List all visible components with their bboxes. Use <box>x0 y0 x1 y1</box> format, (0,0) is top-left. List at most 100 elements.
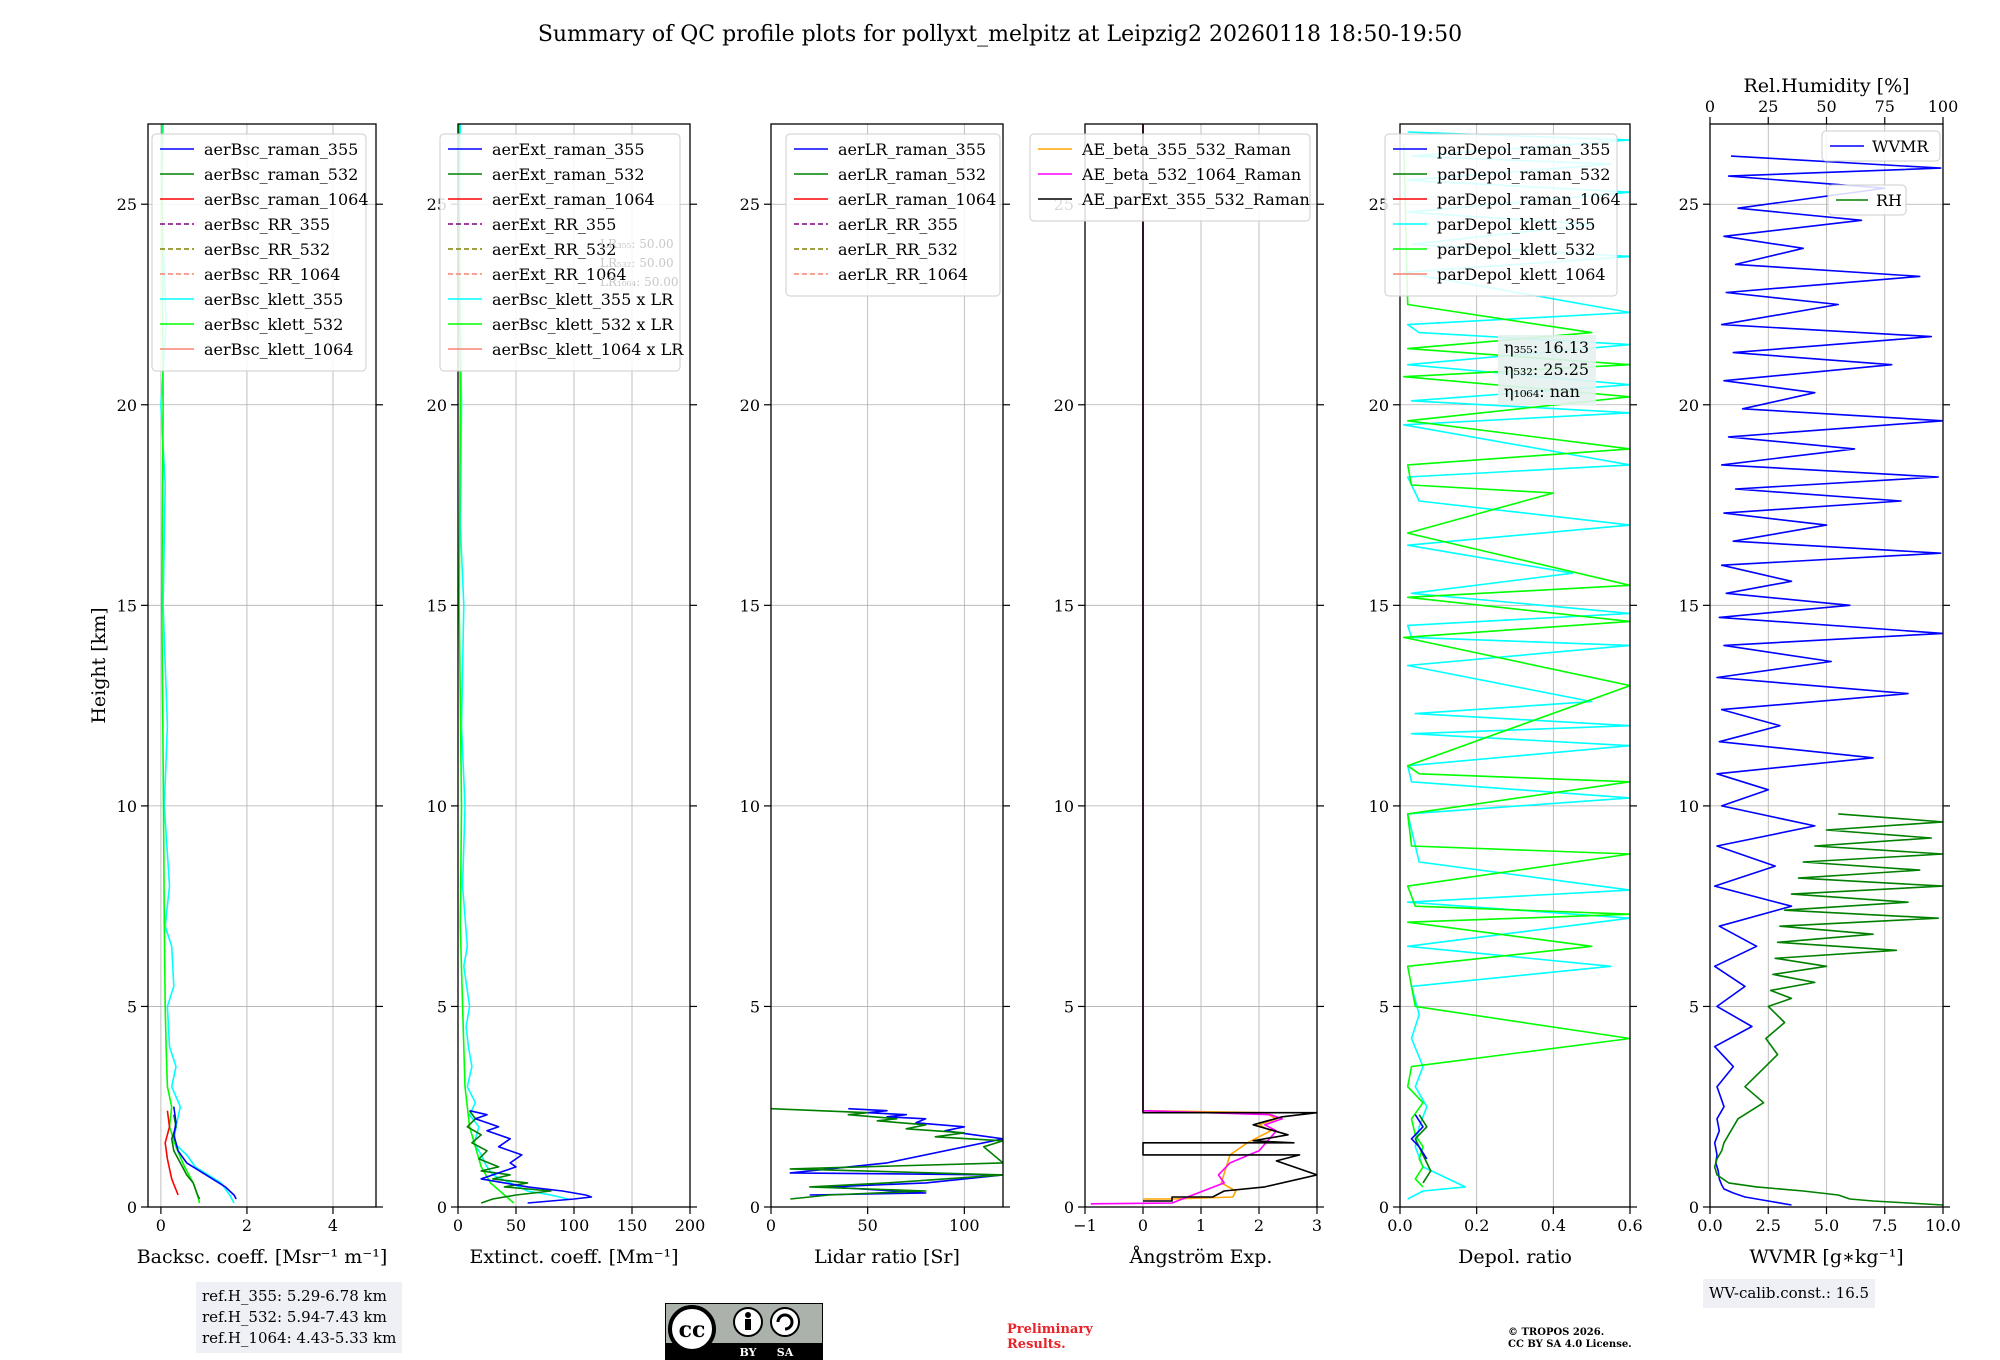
top-x-tick-label: 25 <box>1758 97 1778 116</box>
legend-label: aerLR_raman_1064 <box>838 190 996 209</box>
x-tick-label: 0.4 <box>1541 1216 1566 1235</box>
sa-label: SA <box>777 1346 794 1359</box>
figure-title: Summary of QC profile plots for pollyxt_… <box>537 22 1463 47</box>
wv-calib-constant: WV-calib.const.: 16.5 <box>1709 1284 1870 1302</box>
x-tick-label: 0.2 <box>1464 1216 1489 1235</box>
x-tick-label: 0.0 <box>1387 1216 1412 1235</box>
series-line-AE_parExt_355_532_Raman <box>1142 124 1317 1202</box>
legend-label: aerExt_RR_355 <box>492 215 616 234</box>
legend-label: aerBsc_raman_1064 <box>204 190 369 209</box>
series-line-parDepol_raman_355 <box>1410 1114 1428 1160</box>
legend-label: WVMR <box>1872 137 1929 156</box>
ref-height-1064: ref.H_1064: 4.43-5.33 km <box>202 1329 397 1347</box>
y-tick-label: 0 <box>437 1198 447 1217</box>
legend-label: aerBsc_klett_355 x LR <box>492 290 674 309</box>
legend-label: aerBsc_klett_355 <box>204 290 343 309</box>
series-line-aerBsc_klett_355 <box>160 124 235 1204</box>
x-tick-label: 100 <box>559 1216 590 1235</box>
y-tick-label: 20 <box>1054 396 1074 415</box>
x-axis-label: WVMR [g∗kg⁻¹] <box>1749 1246 1903 1268</box>
legend-label: aerBsc_raman_532 <box>204 165 358 184</box>
top-x-tick-label: 100 <box>1928 97 1959 116</box>
series-line-aerLR_raman_532 <box>771 1107 1003 1200</box>
legend-label: parDepol_raman_355 <box>1437 140 1610 159</box>
series-line-RH <box>1713 813 1943 1206</box>
x-tick-label: 2.5 <box>1756 1216 1781 1235</box>
series-group <box>1713 155 1943 1206</box>
series-line-AE_beta_355_532_Raman <box>1142 124 1278 1200</box>
legend-label: aerLR_raman_532 <box>838 165 986 184</box>
legend-label: aerBsc_klett_1064 <box>204 340 353 359</box>
by-label: BY <box>740 1346 757 1359</box>
series-group <box>458 124 593 1204</box>
y-tick-label: 0 <box>1379 1198 1389 1217</box>
x-tick-label: 10.0 <box>1925 1216 1961 1235</box>
preliminary-line-2: Results. <box>1007 1337 1066 1352</box>
y-tick-label: 10 <box>740 797 760 816</box>
legend-label: parDepol_klett_1064 <box>1437 265 1606 284</box>
legend-box <box>1384 133 1618 297</box>
x-tick-label: 0 <box>156 1216 166 1235</box>
series-line-aerExt_raman_355 <box>469 1109 593 1204</box>
y-tick-label: 20 <box>1369 396 1389 415</box>
preliminary-results-note: Preliminary Results. <box>1007 1322 1093 1352</box>
y-tick-label: 15 <box>117 596 137 615</box>
series-line-parDepol_klett_532 <box>1403 144 1630 1188</box>
legend-label: aerExt_RR_532 <box>492 240 616 259</box>
y-tick-label: 25 <box>740 195 760 214</box>
panel-bsc: 0 2 4 0 5 10 15 20 25 Backsc. coeff. [Msr⁻¹ m⁻¹] H… <box>88 123 388 1268</box>
y-tick-label: 5 <box>1064 997 1074 1016</box>
x-tick-label: 0 <box>1138 1216 1148 1235</box>
x-tick-label: 7.5 <box>1872 1216 1897 1235</box>
preliminary-line-1: Preliminary <box>1007 1322 1093 1337</box>
legend-label: RH <box>1876 191 1902 210</box>
top-x-tick-label: 50 <box>1816 97 1836 116</box>
legend-label: aerExt_raman_355 <box>492 140 645 159</box>
x-axis-label: Lidar ratio [Sr] <box>814 1246 960 1268</box>
y-tick-label: 0 <box>750 1198 760 1217</box>
y-tick-label: 10 <box>1679 797 1699 816</box>
person-head <box>745 1312 751 1318</box>
eta-annotation: η₃₅₅: 16.13 <box>1504 338 1589 357</box>
x-tick-label: 150 <box>617 1216 648 1235</box>
y-tick-label: 5 <box>437 997 447 1016</box>
legend-label: aerBsc_raman_355 <box>204 140 358 159</box>
copyright-note: © TROPOS 2026. CC BY SA 4.0 License. <box>1508 1327 1632 1351</box>
y-tick-label: 0 <box>1689 1198 1699 1217</box>
wv-calibration-box: WV-calib.const.: 16.5 <box>1703 1279 1876 1308</box>
legend-label: aerLR_RR_532 <box>838 240 958 259</box>
top-x-tick-label: 75 <box>1875 97 1895 116</box>
axes-frame <box>770 123 1004 1208</box>
axes-frame <box>147 123 377 1208</box>
legend-label: aerLR_raman_355 <box>838 140 986 159</box>
eta-annotation: η₁₀₆₄: nan <box>1504 382 1580 401</box>
series-group <box>1090 124 1317 1205</box>
y-tick-label: 10 <box>117 797 137 816</box>
y-tick-label: 15 <box>1369 596 1389 615</box>
legend-label: aerBsc_klett_1064 x LR <box>492 340 684 359</box>
series-group <box>771 1107 1003 1200</box>
legend-label: aerLR_RR_1064 <box>838 265 968 284</box>
series-line-aerBsc_klett_532 x LR <box>458 124 515 1204</box>
panel-depol: 0.0 0.2 0.4 0.6 0 5 10 15 20 25 Depol. ratio parDep… <box>1369 123 1643 1268</box>
legend-label: aerExt_raman_1064 <box>492 190 655 209</box>
top-x-axis-label: Rel.Humidity [%] <box>1743 75 1909 97</box>
x-axis-label: Depol. ratio <box>1458 1246 1572 1268</box>
y-tick-label: 5 <box>750 997 760 1016</box>
ref-height-355: ref.H_355: 5.29-6.78 km <box>202 1287 387 1305</box>
series-line-aerBsc_raman_355 <box>173 1106 237 1200</box>
series-line-WVMR <box>1713 155 1943 1206</box>
y-tick-label: 25 <box>117 195 137 214</box>
copyright-line-1: © TROPOS 2026. <box>1508 1327 1605 1338</box>
x-tick-label: 50 <box>857 1216 877 1235</box>
x-tick-label: 0.6 <box>1617 1216 1642 1235</box>
lidar-ratio-annotation: LR₅₃₂: 50.00 <box>600 256 674 270</box>
legend-label: aerExt_raman_532 <box>492 165 645 184</box>
legend-label: aerBsc_RR_532 <box>204 240 330 259</box>
x-axis-label: Ångström Exp. <box>1129 1246 1273 1268</box>
legend-box <box>1029 133 1311 222</box>
series-line-AE_beta_532_1064_Raman <box>1090 124 1283 1205</box>
y-tick-label: 5 <box>127 997 137 1016</box>
x-axis-label: Backsc. coeff. [Msr⁻¹ m⁻¹] <box>137 1246 388 1268</box>
